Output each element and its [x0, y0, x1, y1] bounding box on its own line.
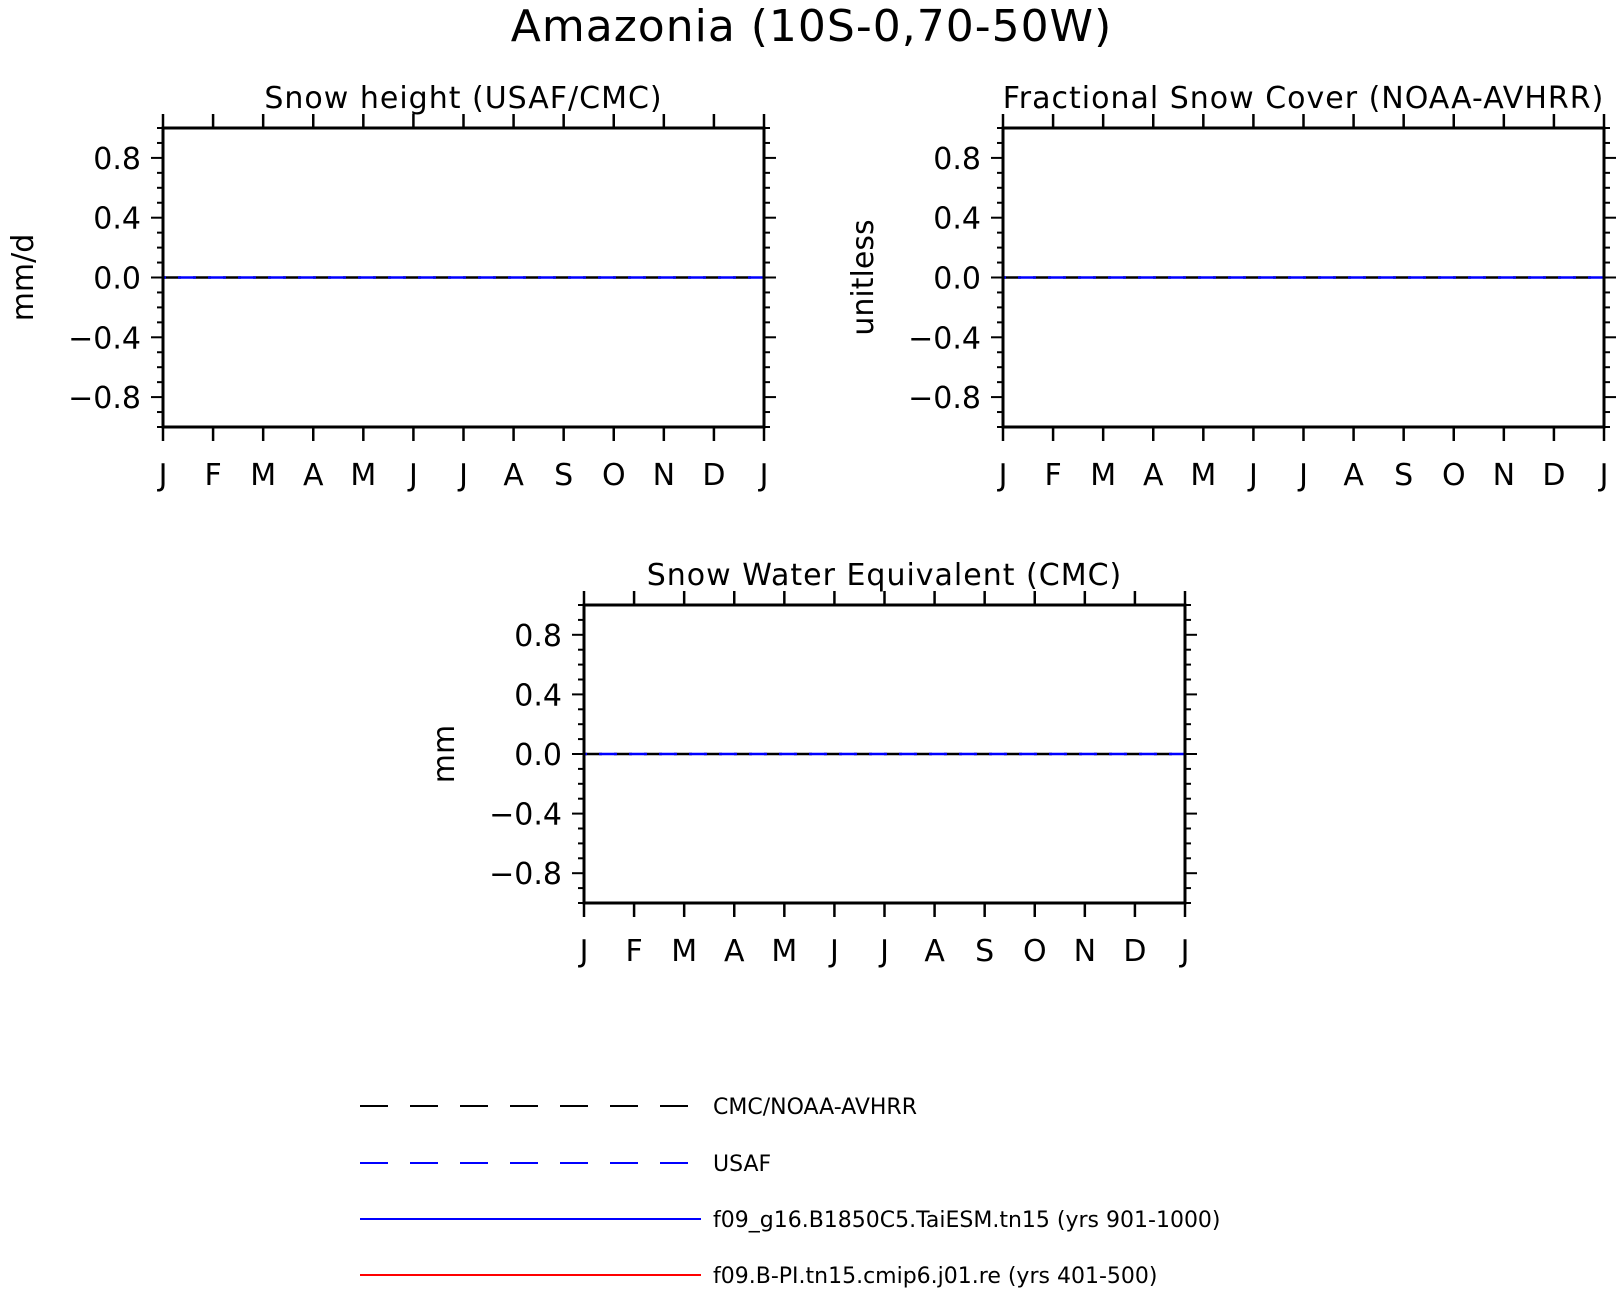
panel-1: Snow height (USAF/CMC)mm/dJ F M A M J J A S O N D J0… [6, 81, 776, 493]
x-tick-label: A [724, 934, 745, 969]
x-tick-label: M [350, 458, 376, 493]
x-tick-label: S [975, 934, 994, 969]
x-tick-label: J [1297, 458, 1308, 493]
x-tick-label: M [250, 458, 276, 493]
y-tick-label: −0.4 [489, 798, 562, 833]
x-tick-label: O [602, 458, 626, 493]
x-tick-label: D [1542, 458, 1565, 493]
y-tick-label: 0.0 [514, 738, 562, 773]
legend: CMC/NOAA-AVHRR USAF f09_g16.B1850C5.TaiESM… [360, 1095, 1221, 1289]
x-tick-label: O [1442, 458, 1466, 493]
y-tick-label: 0.4 [93, 202, 141, 237]
y-tick-label: 0.4 [514, 678, 562, 713]
plot-frame [582, 603, 1187, 905]
x-tick-label: N [1493, 458, 1515, 493]
x-tick-label: J [157, 458, 168, 493]
x-tick-label: F [625, 934, 642, 969]
y-tick-label: 0.8 [93, 142, 141, 177]
x-tick-label: A [503, 458, 524, 493]
x-tick-label: J [1598, 458, 1609, 493]
x-tick-label: M [671, 934, 697, 969]
y-axis-label: unitless [846, 219, 881, 335]
panel-2: Fractional Snow Cover (NOAA-AVHRR) unitle… [846, 81, 1616, 493]
x-tick-label: F [204, 458, 221, 493]
x-tick-label: J [1247, 458, 1258, 493]
x-tick-label: M [1190, 458, 1216, 493]
x-tick-label: J [1179, 934, 1190, 969]
y-tick-label: −0.4 [908, 321, 981, 356]
y-tick-label: 0.4 [933, 202, 981, 237]
y-tick-label: −0.4 [68, 321, 141, 356]
panel-title: Fractional Snow Cover (NOAA-AVHRR) [1003, 81, 1605, 116]
x-tick-label: A [1343, 458, 1364, 493]
panel-3: Snow Water Equivalent (CMC)mmJ F M A M J J A S O N… [427, 558, 1197, 969]
legend-label: f09.B-PI.tn15.cmip6.j01.re (yrs 401-500) [713, 1264, 1157, 1289]
panel-title: Snow height (USAF/CMC) [264, 81, 662, 116]
y-tick-label: 0.0 [933, 262, 981, 297]
x-tick-label: A [924, 934, 945, 969]
x-tick-label: A [303, 458, 324, 493]
y-axis-label: mm [427, 725, 462, 783]
x-tick-label: J [758, 458, 769, 493]
x-tick-label: A [1143, 458, 1164, 493]
x-tick-label: J [578, 934, 589, 969]
legend-label: f09_g16.B1850C5.TaiESM.tn15 (yrs 901-100… [713, 1208, 1221, 1233]
x-tick-label: J [828, 934, 839, 969]
y-axis-label: mm/d [6, 234, 41, 322]
x-tick-label: N [653, 458, 675, 493]
x-tick-label: N [1074, 934, 1096, 969]
y-tick-label: −0.8 [68, 381, 141, 416]
x-tick-label: S [554, 458, 573, 493]
legend-label: USAF [713, 1152, 771, 1177]
x-tick-label: M [771, 934, 797, 969]
y-tick-label: −0.8 [908, 381, 981, 416]
y-tick-label: 0.0 [93, 262, 141, 297]
figure-title: Amazonia (10S-0,70-50W) [510, 1, 1113, 52]
plot-frame [1001, 126, 1606, 429]
x-tick-label: J [997, 458, 1008, 493]
x-tick-label: J [457, 458, 468, 493]
plot-frame [161, 126, 766, 429]
x-tick-label: M [1090, 458, 1116, 493]
y-tick-label: 0.8 [514, 619, 562, 654]
y-tick-label: 0.8 [933, 142, 981, 177]
panel-title: Snow Water Equivalent (CMC) [647, 558, 1122, 593]
legend-label: CMC/NOAA-AVHRR [713, 1095, 917, 1120]
x-tick-label: F [1044, 458, 1061, 493]
y-tick-label: −0.8 [489, 857, 562, 892]
x-tick-label: J [878, 934, 889, 969]
x-tick-label: D [702, 458, 725, 493]
x-tick-label: J [407, 458, 418, 493]
x-tick-label: O [1023, 934, 1047, 969]
x-tick-label: S [1394, 458, 1413, 493]
x-tick-label: D [1123, 934, 1146, 969]
